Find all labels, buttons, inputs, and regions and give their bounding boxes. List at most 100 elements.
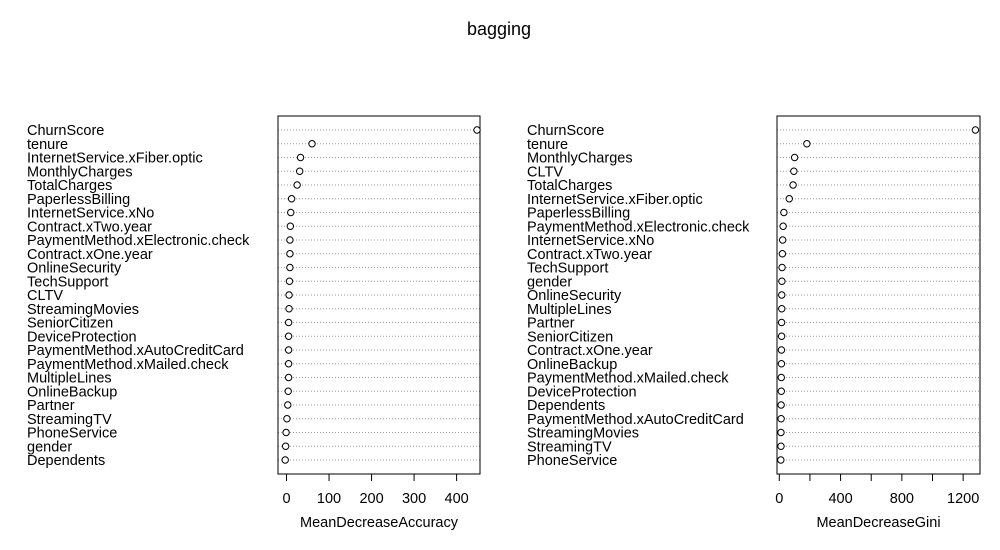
accuracy-point	[283, 415, 291, 423]
gini-point	[778, 250, 787, 258]
accuracy-variable-label: InternetService.xFiber.optic	[27, 151, 203, 167]
gini-variable-label: InternetService.xFiber.optic	[527, 192, 703, 208]
gini-variable-label: DeviceProtection	[527, 384, 637, 400]
accuracy-point	[284, 373, 293, 382]
gini-variable-label: InternetService.xNo	[527, 233, 654, 249]
gini-point	[789, 181, 797, 189]
figure-title: bagging	[467, 19, 531, 39]
gini-point	[777, 332, 786, 340]
gini-variable-label: TotalCharges	[527, 178, 612, 194]
accuracy-panel: ChurnScoretenureInternetService.xFiber.o…	[27, 115, 481, 531]
gini-panel: ChurnScoretenureMonthlyChargesCLTVTotalC…	[527, 115, 981, 531]
gini-point	[777, 442, 785, 450]
accuracy-variable-label: PhoneService	[27, 426, 117, 442]
gini-variable-label: ChurnScore	[527, 123, 604, 139]
gini-variable-label: PaperlessBilling	[527, 206, 630, 222]
gini-point	[780, 208, 788, 217]
accuracy-variable-label: StreamingMovies	[27, 302, 139, 318]
accuracy-point	[286, 250, 294, 258]
gini-point	[779, 222, 787, 230]
gini-point	[778, 305, 786, 313]
accuracy-tick-label: 200	[359, 491, 383, 507]
accuracy-point	[296, 153, 305, 162]
accuracy-plot-frame	[277, 115, 481, 475]
accuracy-variable-label: DeviceProtection	[27, 329, 137, 345]
accuracy-variable-label: ChurnScore	[27, 123, 104, 139]
gini-point	[777, 401, 785, 409]
accuracy-variable-label: TotalCharges	[27, 178, 112, 194]
accuracy-variable-label: CLTV	[27, 288, 63, 304]
gini-variable-label: Contract.xOne.year	[527, 343, 653, 359]
gini-point	[971, 126, 980, 134]
gini-variable-label: CLTV	[527, 164, 563, 180]
gini-variable-label: Partner	[527, 316, 575, 332]
gini-point	[785, 195, 793, 203]
accuracy-variable-label: MonthlyCharges	[27, 164, 133, 180]
accuracy-variable-label: OnlineBackup	[27, 384, 117, 400]
accuracy-variable-label: gender	[27, 439, 72, 455]
accuracy-variable-label: PaymentMethod.xElectronic.check	[27, 233, 250, 249]
accuracy-variable-label: InternetService.xNo	[27, 206, 154, 222]
accuracy-variable-label: PaymentMethod.xMailed.check	[27, 357, 229, 373]
gini-variable-label: PaymentMethod.xElectronic.check	[527, 219, 750, 235]
gini-variable-label: TechSupport	[527, 261, 608, 277]
accuracy-variable-label: TechSupport	[27, 274, 108, 290]
gini-variable-label: tenure	[527, 137, 568, 153]
accuracy-point	[284, 332, 293, 340]
accuracy-point	[281, 456, 289, 464]
gini-x-axis-label: MeanDecreaseGini	[816, 515, 940, 531]
gini-point	[778, 236, 787, 244]
accuracy-variable-label: PaymentMethod.xAutoCreditCard	[27, 343, 244, 359]
gini-point	[803, 140, 811, 148]
gini-point	[777, 387, 785, 395]
gini-point	[777, 428, 785, 437]
gini-point	[778, 291, 786, 299]
accuracy-point	[285, 305, 293, 313]
gini-point	[790, 153, 799, 162]
accuracy-tick-label: 0	[282, 491, 290, 507]
accuracy-point	[285, 291, 293, 299]
gini-point	[777, 456, 785, 464]
accuracy-point	[286, 222, 295, 230]
gini-point	[778, 277, 786, 285]
accuracy-point	[308, 140, 316, 148]
gini-variable-label: Dependents	[527, 398, 605, 414]
gini-tick-label: 800	[890, 491, 914, 507]
gini-tick-label: 400	[828, 491, 852, 507]
accuracy-variable-label: OnlineSecurity	[27, 261, 122, 277]
gini-variable-label: OnlineBackup	[527, 357, 617, 373]
gini-point	[777, 360, 786, 368]
gini-point	[777, 346, 786, 354]
gini-variable-label: PaymentMethod.xMailed.check	[527, 371, 729, 387]
accuracy-variable-label: Contract.xOne.year	[27, 247, 153, 263]
accuracy-point	[286, 263, 294, 272]
accuracy-point	[284, 387, 292, 395]
accuracy-point	[282, 428, 290, 437]
gini-point	[777, 318, 786, 327]
accuracy-variable-label: Partner	[27, 398, 75, 414]
accuracy-point	[295, 167, 304, 175]
accuracy-variable-label: tenure	[27, 137, 68, 153]
gini-variable-label: StreamingMovies	[527, 426, 639, 442]
accuracy-point	[284, 401, 292, 409]
gini-variable-label: SeniorCitizen	[527, 329, 613, 345]
gini-variable-label: Contract.xTwo.year	[527, 247, 652, 263]
gini-point	[778, 263, 786, 272]
gini-tick-label: 0	[775, 491, 783, 507]
accuracy-tick-label: 100	[317, 491, 341, 507]
accuracy-variable-label: Dependents	[27, 453, 105, 469]
gini-variable-label: PaymentMethod.xAutoCreditCard	[527, 412, 744, 428]
gini-plot-frame	[776, 115, 981, 475]
gini-variable-label: MultipleLines	[527, 302, 612, 318]
accuracy-variable-label: PaperlessBilling	[27, 192, 130, 208]
gini-variable-label: PhoneService	[527, 453, 617, 469]
accuracy-point	[286, 236, 294, 244]
accuracy-variable-label: MultipleLines	[27, 371, 112, 387]
accuracy-x-axis-label: MeanDecreaseAccuracy	[300, 515, 459, 531]
accuracy-point	[284, 346, 293, 354]
accuracy-point	[284, 318, 293, 327]
gini-variable-label: StreamingTV	[527, 439, 612, 455]
gini-variable-label: gender	[527, 274, 572, 290]
accuracy-tick-label: 400	[445, 491, 469, 507]
